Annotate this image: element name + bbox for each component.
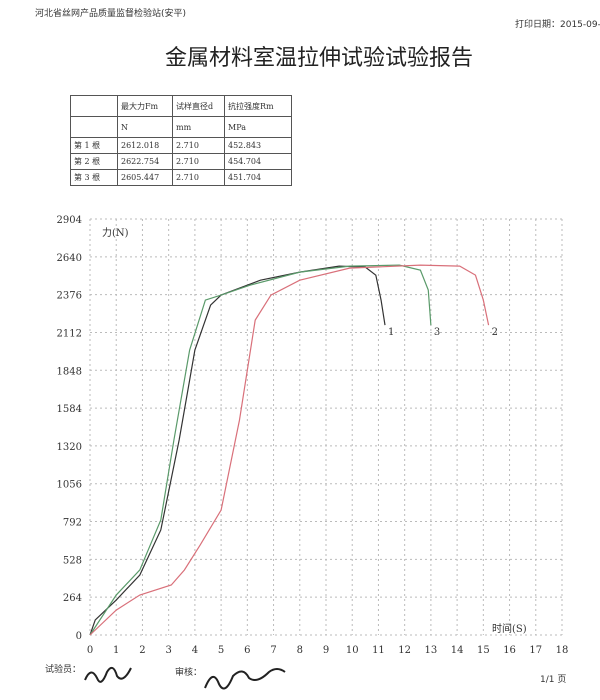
page-number: 1/1 页 (540, 675, 567, 685)
x-tick-label: 16 (503, 645, 516, 656)
x-tick-label: 8 (297, 645, 303, 656)
y-tick-label: 1848 (57, 366, 82, 377)
cell: 452.843 (224, 137, 292, 154)
curve-label: 2 (492, 327, 498, 338)
x-tick-label: 18 (556, 645, 569, 656)
cell: 第 3 根 (70, 169, 118, 186)
x-axis-label: 时间(S) (492, 622, 527, 635)
x-tick-label: 15 (477, 645, 490, 656)
y-axis-label: 力(N) (102, 226, 129, 239)
curve-label: 1 (388, 327, 394, 338)
x-tick-label: 10 (346, 645, 359, 656)
curve (89, 265, 386, 636)
table-row: 最大力Fm 试样直径d 抗拉强度Rm (70, 95, 292, 117)
table-row: 第 3 根 2605.447 2.710 451.704 (70, 169, 292, 186)
title: 金属材料室温拉伸试验试验报告 (165, 46, 474, 71)
y-tick-label: 1320 (57, 442, 82, 453)
y-tick-label: 2640 (57, 253, 82, 264)
y-tick-label: 792 (63, 518, 82, 529)
tester: 试验员： (45, 665, 82, 675)
y-tick-label: 1584 (57, 404, 82, 415)
x-tick-label: 14 (451, 645, 464, 656)
org: 河北省丝网产品质量监督检验站(安平) (35, 9, 187, 19)
print-date: 打印日期：2015-09- (515, 20, 600, 30)
y-tick-label: 0 (76, 631, 82, 642)
curve-label: 3 (434, 327, 440, 338)
x-tick-label: 12 (398, 645, 411, 656)
x-tick-label: 2 (139, 645, 145, 656)
x-tick-label: 5 (218, 645, 224, 656)
x-tick-label: 11 (372, 645, 385, 656)
x-tick-label: 6 (244, 645, 250, 656)
x-tick-label: 13 (425, 645, 438, 656)
x-tick-label: 7 (270, 645, 276, 656)
y-tick-label: 528 (63, 555, 82, 566)
reviewer: 审核： (175, 668, 203, 678)
curve (89, 264, 490, 636)
x-tick-label: 1 (113, 645, 119, 656)
signature (84, 666, 132, 683)
x-tick-label: 0 (87, 645, 93, 656)
y-tick-label: 264 (63, 593, 82, 604)
y-tick-label: 2904 (57, 215, 82, 226)
y-tick-label: 2112 (57, 328, 82, 339)
y-tick-label: 1056 (57, 480, 82, 491)
y-tick-label: 2376 (57, 291, 82, 302)
x-tick-label: 9 (323, 645, 329, 656)
signature (204, 668, 286, 690)
x-tick-label: 17 (529, 645, 542, 656)
cell: 451.704 (224, 169, 292, 186)
curve (89, 264, 432, 636)
x-tick-label: 4 (192, 645, 198, 656)
x-tick-label: 3 (165, 645, 171, 656)
cell: 2.710 (172, 169, 225, 186)
